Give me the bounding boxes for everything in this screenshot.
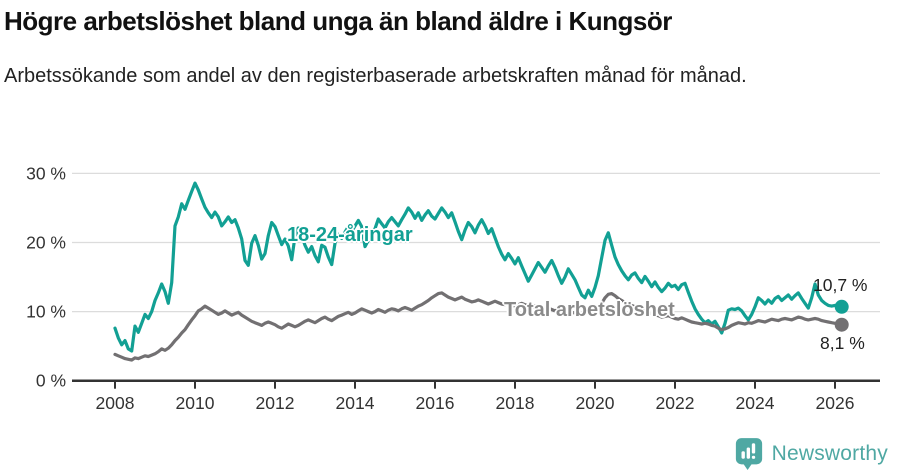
y-axis-tick-label: 0 % bbox=[36, 371, 66, 391]
series-label-total: Total arbetslöshet bbox=[504, 299, 675, 321]
x-axis-tick-label: 2010 bbox=[176, 393, 215, 413]
y-axis-tick-label: 30 % bbox=[26, 163, 66, 183]
y-axis-tick-label: 10 % bbox=[26, 302, 66, 322]
x-axis-tick-label: 2022 bbox=[656, 393, 695, 413]
newsworthy-logo[interactable]: Newsworthy bbox=[734, 437, 888, 471]
series-label-youth: 18-24-åringar bbox=[287, 224, 413, 246]
end-value-youth: 10,7 % bbox=[813, 275, 868, 295]
y-axis-tick-label: 20 % bbox=[26, 233, 66, 253]
x-axis-tick-label: 2026 bbox=[816, 393, 855, 413]
x-axis-tick-label: 2008 bbox=[96, 393, 135, 413]
x-axis-tick-label: 2014 bbox=[336, 393, 375, 413]
x-axis-tick-label: 2020 bbox=[576, 393, 615, 413]
x-axis-tick-label: 2018 bbox=[496, 393, 535, 413]
end-value-total: 8,1 % bbox=[820, 333, 865, 353]
total-end-dot bbox=[834, 317, 849, 332]
x-axis-tick-label: 2012 bbox=[256, 393, 295, 413]
x-axis-tick-label: 2024 bbox=[736, 393, 775, 413]
youth-line bbox=[113, 181, 844, 353]
total-line bbox=[113, 291, 844, 362]
newsworthy-logo-icon bbox=[735, 438, 762, 470]
x-axis-tick-label: 2016 bbox=[416, 393, 455, 413]
page-title: Högre arbetslöshet bland unga än bland ä… bbox=[4, 6, 672, 36]
newsworthy-logo-text: Newsworthy bbox=[771, 442, 888, 465]
youth-end-dot bbox=[834, 299, 849, 314]
page-subtitle: Arbetssökande som andel av den registerb… bbox=[4, 65, 747, 87]
